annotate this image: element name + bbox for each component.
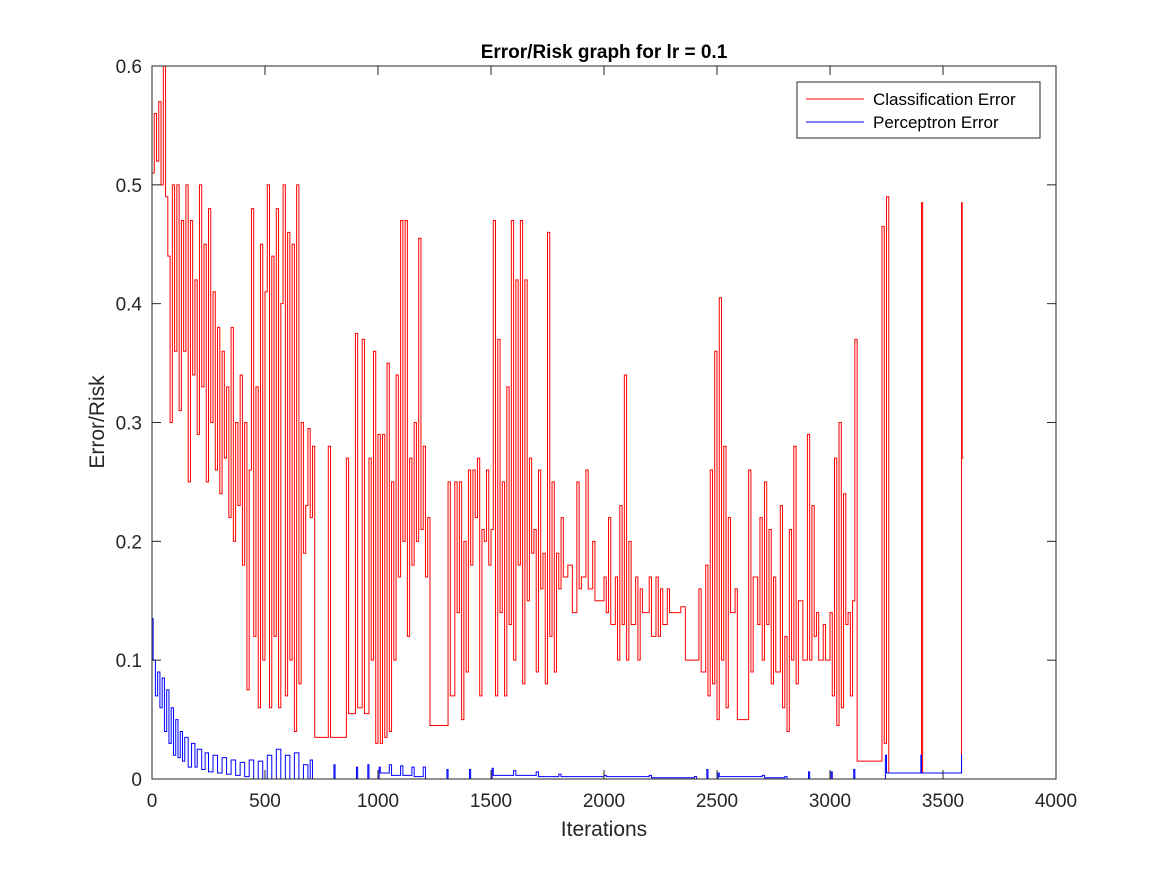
x-tick-label: 3000: [809, 791, 851, 812]
x-tick-label: 1000: [357, 791, 399, 812]
x-tick-label: 500: [249, 791, 281, 812]
legend-box: [796, 81, 1041, 139]
x-tick-label: 2000: [583, 791, 625, 812]
y-tick-label: 0: [131, 770, 142, 791]
legend-label-classification-error: Classification Error: [873, 90, 1016, 109]
ticks-layer: 0 500 1000 1500 2000 2500 3000 3500 4000 0 0.1 0.2 0…: [116, 57, 1078, 812]
legend-label-perceptron-error: Perceptron Error: [873, 113, 999, 132]
y-axis-label: Error/Risk: [86, 375, 109, 469]
x-tick-label: 1500: [470, 791, 512, 812]
x-tick-label: 4000: [1035, 791, 1077, 812]
series-line-perceptron-error: [152, 618, 963, 779]
x-tick-label: 2500: [696, 791, 738, 812]
series-layer: [152, 66, 964, 779]
y-tick-label: 0.2: [116, 532, 142, 553]
x-tick-label: 0: [147, 791, 158, 812]
y-tick-label: 0.6: [116, 57, 142, 78]
x-axis-label: Iterations: [561, 818, 647, 841]
series-line-classification-error: [152, 66, 964, 774]
y-tick-label: 0.5: [116, 176, 142, 197]
y-tick-label: 0.3: [116, 414, 142, 435]
y-tick-label: 0.1: [116, 651, 142, 672]
y-tick-label: 0.4: [116, 295, 143, 316]
x-tick-label: 3500: [922, 791, 964, 812]
legend: Classification Error Perceptron Error: [796, 81, 1041, 139]
chart-title: Error/Risk graph for lr = 0.1: [481, 42, 728, 63]
